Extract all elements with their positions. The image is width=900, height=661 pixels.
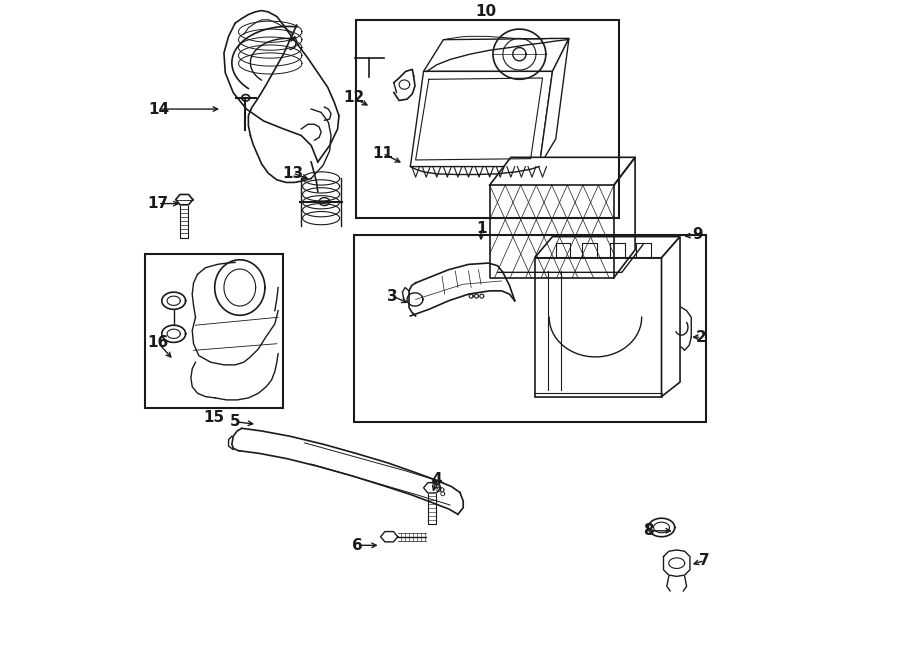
Bar [356, 20, 618, 218]
Text: 3: 3 [387, 289, 398, 303]
Polygon shape [662, 237, 680, 397]
Text: 8: 8 [643, 524, 653, 538]
Polygon shape [490, 157, 635, 185]
Polygon shape [410, 71, 553, 167]
Text: 12: 12 [344, 91, 364, 105]
Text: 10: 10 [476, 5, 497, 19]
Text: 9: 9 [693, 227, 703, 242]
Text: 6: 6 [352, 538, 363, 553]
Text: 16: 16 [148, 335, 168, 350]
Polygon shape [535, 258, 662, 397]
Polygon shape [535, 237, 680, 258]
Polygon shape [490, 185, 614, 278]
Polygon shape [424, 38, 569, 71]
Bar [145, 254, 284, 408]
Text: 15: 15 [203, 410, 225, 425]
Text: 2: 2 [696, 330, 706, 344]
Text: 11: 11 [372, 146, 393, 161]
Text: 14: 14 [148, 102, 170, 116]
Text: 5: 5 [230, 414, 240, 429]
Text: 4: 4 [431, 472, 442, 486]
Text: 7: 7 [699, 553, 710, 568]
Bar [355, 235, 706, 422]
Polygon shape [614, 157, 635, 278]
Text: 13: 13 [282, 166, 303, 180]
Text: 17: 17 [148, 196, 168, 211]
Text: 1: 1 [476, 221, 486, 235]
Polygon shape [539, 38, 569, 167]
